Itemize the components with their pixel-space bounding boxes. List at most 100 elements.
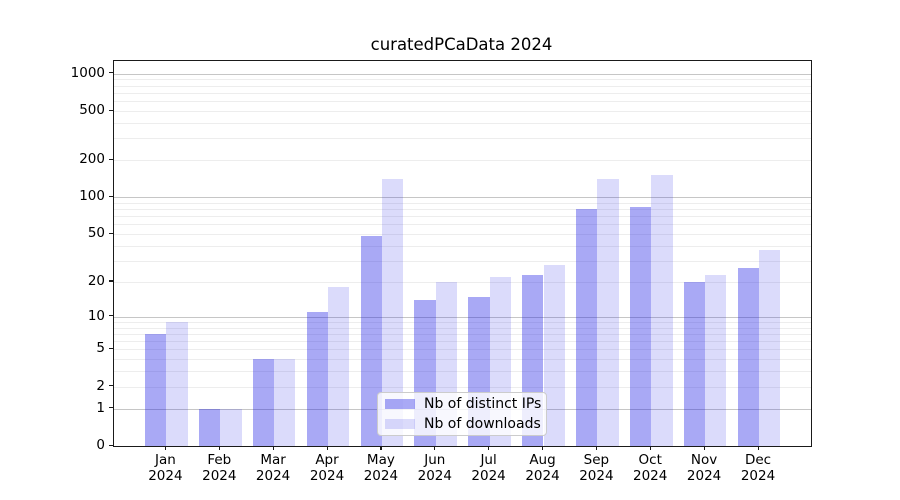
gridline-minor — [114, 111, 811, 112]
y-tick-mark — [109, 280, 113, 282]
gridline-minor — [114, 85, 811, 87]
x-tick-mark — [164, 446, 167, 450]
chart-title: curatedPCaData 2024 — [370, 35, 553, 54]
gridline-minor — [114, 138, 811, 140]
bar-distinct-ips — [629, 207, 652, 446]
gridline-minor — [114, 160, 811, 162]
x-tick-label: Oct 2024 — [633, 452, 668, 484]
y-tick-mark — [109, 407, 113, 409]
bar-downloads — [220, 408, 242, 446]
gridline-minor — [114, 341, 811, 343]
x-tick-label: Mar 2024 — [255, 452, 291, 484]
gridline-minor — [114, 333, 811, 335]
legend-swatch-distinct-ips — [385, 399, 415, 409]
y-tick-mark — [109, 109, 113, 111]
bar-distinct-ips — [737, 268, 759, 446]
bar-distinct-ips — [252, 359, 275, 446]
x-tick-mark — [434, 446, 436, 450]
x-tick-label: May 2024 — [363, 452, 399, 484]
legend-item-downloads: Nb of downloads — [385, 416, 541, 432]
y-tick-mark — [109, 444, 113, 446]
y-tick-label: 10 — [87, 307, 105, 324]
gridline-minor — [114, 216, 811, 218]
gridline-major — [114, 316, 811, 318]
y-tick-label: 1000 — [70, 64, 105, 81]
gridline-minor — [114, 123, 811, 124]
x-tick-label: Jul 2024 — [471, 452, 506, 484]
y-tick-mark — [109, 347, 113, 350]
x-tick-mark — [218, 446, 220, 450]
plot-area — [113, 60, 812, 447]
legend-label-downloads: Nb of downloads — [424, 416, 541, 432]
gridline-minor — [114, 101, 811, 103]
bar-distinct-ips — [576, 209, 598, 446]
bar-downloads — [759, 250, 781, 446]
y-tick-mark — [109, 195, 113, 197]
gridline-minor — [114, 349, 811, 351]
bar-distinct-ips — [360, 236, 382, 446]
bar-distinct-ips — [306, 312, 328, 446]
gridline-major — [114, 197, 811, 199]
x-tick-label: Aug 2024 — [525, 452, 560, 484]
x-tick-mark — [703, 446, 705, 450]
legend-label-distinct-ips: Nb of distinct IPs — [424, 396, 542, 412]
bar-distinct-ips — [683, 281, 706, 446]
y-tick-label: 500 — [79, 102, 105, 118]
y-tick-mark — [109, 232, 113, 234]
x-tick-mark — [326, 446, 328, 450]
x-tick-label: Jan 2024 — [148, 452, 183, 484]
y-tick-label: 20 — [87, 272, 105, 289]
bar-downloads — [705, 274, 727, 446]
y-tick-label: 2 — [96, 377, 105, 394]
x-tick-label: Sep 2024 — [579, 452, 614, 484]
y-tick-label: 50 — [87, 225, 105, 242]
x-tick-mark — [488, 446, 490, 450]
gridline-minor — [114, 245, 811, 247]
x-tick-mark — [542, 446, 544, 450]
y-tick-mark — [109, 315, 113, 317]
x-tick-label: Dec 2024 — [740, 452, 776, 484]
legend: Nb of distinct IPs Nb of downloads — [377, 392, 547, 436]
gridline-major — [114, 73, 811, 75]
gridline-minor — [114, 327, 811, 329]
x-tick-mark — [757, 446, 759, 450]
bar-downloads — [274, 359, 296, 446]
bar-distinct-ips — [145, 333, 167, 446]
gridline-minor — [114, 281, 811, 283]
x-tick-label: Feb 2024 — [202, 452, 237, 484]
bar-downloads — [543, 264, 565, 446]
x-tick-mark — [272, 446, 274, 450]
y-tick-label: 100 — [79, 188, 105, 205]
y-tick-label: 0 — [96, 437, 105, 453]
gridline-minor — [114, 260, 811, 262]
bar-downloads — [166, 321, 188, 446]
gridline-minor — [114, 359, 811, 361]
gridline-minor — [114, 202, 811, 204]
legend-item-distinct-ips: Nb of distinct IPs — [385, 396, 542, 412]
x-tick-label: Jun 2024 — [417, 452, 452, 484]
gridline-minor — [114, 209, 811, 211]
y-tick-mark — [109, 72, 113, 74]
y-tick-mark — [109, 385, 113, 387]
bar-downloads — [597, 179, 619, 446]
bar-downloads — [381, 179, 404, 446]
bar-downloads — [328, 287, 350, 446]
gridline-minor — [114, 321, 811, 323]
x-tick-label: Nov 2024 — [686, 452, 722, 484]
gridline-minor — [114, 386, 811, 388]
gridline-minor — [114, 224, 811, 226]
x-tick-mark — [380, 446, 382, 450]
gridline-minor — [114, 79, 811, 81]
y-tick-label: 5 — [96, 340, 105, 357]
bar-downloads — [651, 174, 673, 446]
y-tick-label: 200 — [79, 151, 105, 168]
y-tick-mark — [109, 158, 113, 160]
gridline-minor — [114, 234, 811, 236]
bar-distinct-ips — [198, 408, 221, 446]
x-tick-label: Apr 2024 — [309, 452, 345, 484]
y-tick-label: 1 — [96, 399, 105, 416]
x-tick-mark — [595, 446, 598, 450]
gridline-minor — [114, 92, 811, 94]
x-tick-mark — [649, 446, 651, 450]
